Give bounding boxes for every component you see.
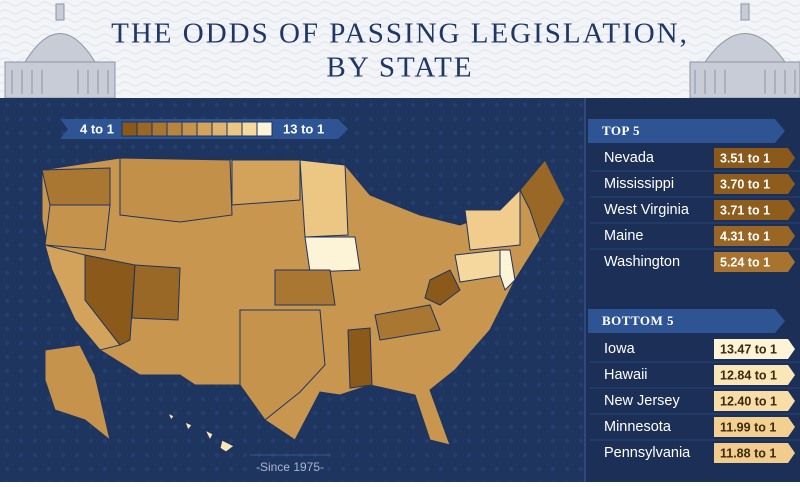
odds-badge [714,417,795,437]
odds-value: 3.71 to 1 [720,203,770,217]
odds-badge [714,339,795,359]
odds-value: 4.31 to 1 [720,229,770,243]
capitol-right [689,3,800,99]
state-name: Washington [604,254,680,270]
legend-scale [121,121,273,137]
ribbon-heading: BOTTOM 5 [602,313,674,328]
map-note: -Since 1975- [256,460,324,474]
state-name: Pennsylvania [604,445,691,461]
odds-badge [714,200,795,220]
legend-high: 13 to 1 [283,121,324,136]
odds-badge [714,174,795,194]
odds-badge [714,148,795,168]
ribbon [588,309,785,333]
state-name: West Virginia [604,202,690,218]
state-name: Iowa [604,341,636,357]
ribbon-heading: TOP 5 [602,123,640,138]
odds-value: 12.84 to 1 [720,368,777,382]
odds-value: 3.70 to 1 [720,177,770,191]
odds-badge [714,365,795,385]
state-name: Hawaii [604,367,648,383]
odds-value: 12.40 to 1 [720,394,777,408]
odds-value: 13.47 to 1 [720,342,777,356]
title-line: THE ODDS OF PASSING LEGISLATION, [111,18,689,50]
header-pattern [0,0,800,98]
odds-value: 5.24 to 1 [720,255,770,269]
odds-value: 11.88 to 1 [720,446,776,460]
us-map [41,157,566,453]
legend-low: 4 to 1 [80,121,114,136]
odds-value: 11.99 to 1 [720,420,776,434]
state-name: Nevada [604,150,655,166]
ribbon [588,119,785,143]
state-name: Minnesota [604,419,672,435]
odds-badge [714,252,795,272]
odds-badge [714,391,795,411]
state-name: New Jersey [604,393,680,409]
state-name: Mississippi [604,176,674,192]
odds-value: 3.51 to 1 [720,151,770,165]
odds-badge [714,226,795,246]
state-name: Maine [604,228,644,244]
odds-badge [714,443,795,463]
title-line: BY STATE [326,52,473,84]
